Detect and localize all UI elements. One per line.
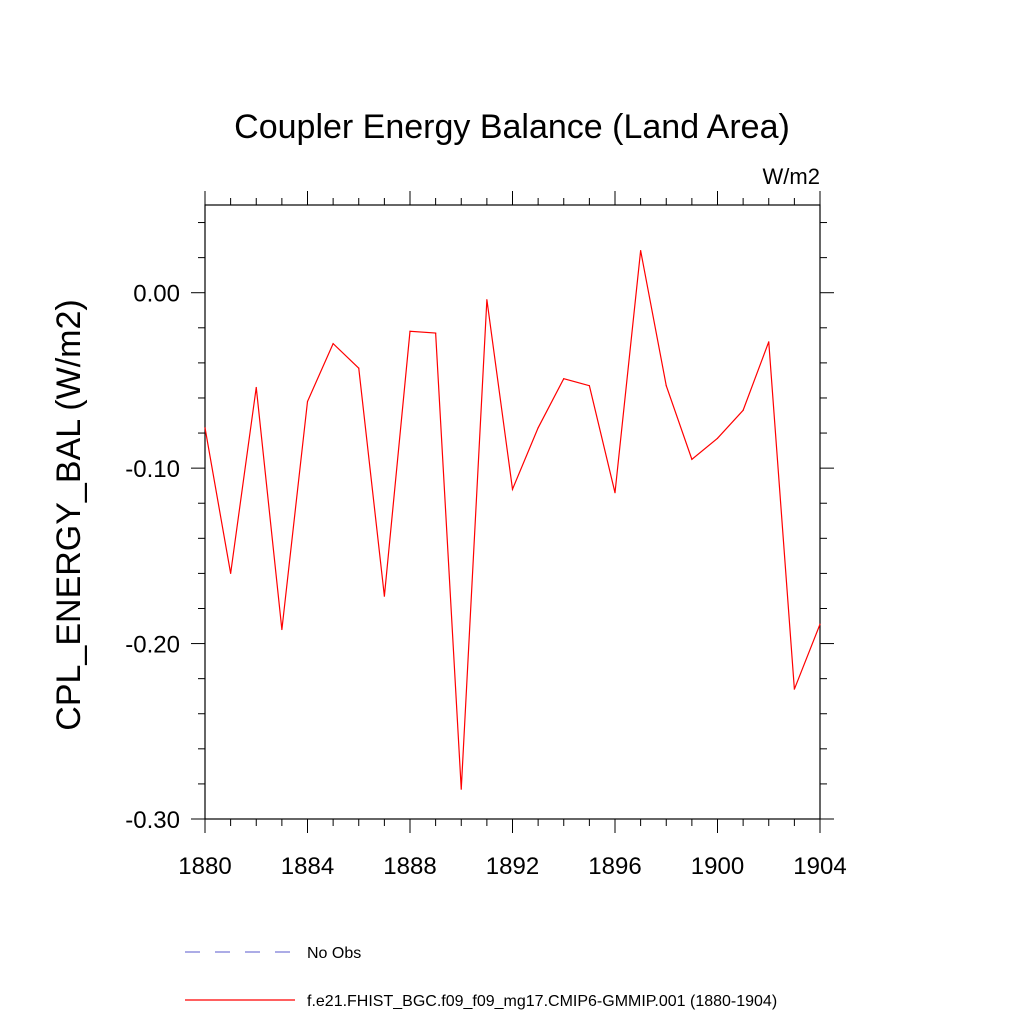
y-axis-label: CPL_ENERGY_BAL (W/m2) [50, 299, 88, 730]
data-point [768, 341, 770, 343]
series-line [204, 250, 821, 790]
x-tick-label: 1880 [178, 853, 231, 880]
data-point [716, 437, 719, 439]
x-tick-label: 1884 [281, 853, 334, 880]
plot-frame [204, 204, 821, 820]
data-point [537, 427, 539, 429]
x-tick-label: 1896 [588, 853, 641, 880]
y-tick-label: -0.30 [125, 807, 180, 834]
chart-title: Coupler Energy Balance (Land Area) [234, 108, 790, 146]
data-point [332, 342, 334, 345]
y-tick-label: -0.20 [125, 632, 180, 659]
data-point [563, 378, 565, 380]
data-point [588, 385, 590, 387]
data-point [435, 332, 437, 334]
x-tick-label: 1892 [486, 853, 539, 880]
data-point [640, 250, 642, 252]
data-point [306, 400, 309, 403]
legend: No Obs f.e21.FHIST_BGC.f09_f09_mg17.CMIP… [185, 945, 777, 1010]
data-point [742, 409, 744, 411]
axis-ticks [191, 191, 834, 833]
data-point [358, 367, 360, 369]
series-points [204, 250, 821, 790]
data-point [691, 458, 693, 460]
legend-label-model: f.e21.FHIST_BGC.f09_f09_mg17.CMIP6-GMMIP… [307, 993, 777, 1010]
x-tick-label: 1888 [383, 853, 436, 880]
y-tick-label: 0.00 [133, 281, 180, 308]
data-point [819, 623, 821, 625]
units-label: W/m2 [763, 164, 820, 189]
y-tick-labels: -0.30 -0.20 -0.10 0.00 [125, 281, 180, 834]
data-point [511, 488, 514, 490]
x-tick-label: 1904 [793, 853, 846, 880]
data-point [281, 628, 283, 631]
x-tick-labels: 1880 1884 1888 1892 1896 1900 1904 [178, 853, 846, 880]
data-point [460, 788, 462, 790]
data-point [409, 330, 411, 332]
data-point [486, 299, 488, 301]
x-tick-label: 1900 [691, 853, 744, 880]
data-point [793, 688, 795, 690]
data-point [255, 386, 257, 389]
y-tick-label: -0.10 [125, 456, 180, 483]
data-point [204, 427, 206, 429]
legend-label-no-obs: No Obs [307, 945, 361, 962]
data-point [230, 572, 232, 575]
data-point [614, 492, 616, 494]
data-point [665, 385, 667, 387]
data-point [383, 595, 385, 597]
